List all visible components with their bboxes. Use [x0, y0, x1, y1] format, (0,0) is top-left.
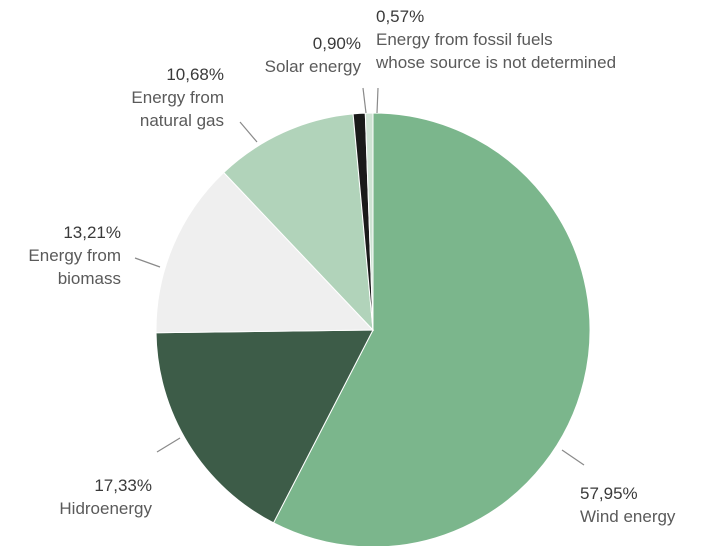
- value-label-energy-from-biomass: 13,21%: [63, 223, 121, 242]
- leader-line-energy-from-fossil-fuels-whose-source-is-not-determined: [376, 87, 379, 114]
- leader-lines: [134, 87, 585, 466]
- category-label-energy-from-natural-gas-line-1: Energy from: [131, 88, 224, 107]
- slice-wind-energy: [272, 112, 591, 546]
- slice-hidroenergy: [155, 329, 374, 524]
- category-label-wind-energy-line-1: Wind energy: [580, 507, 676, 526]
- slice-energy-from-biomass: [155, 171, 375, 334]
- value-label-hidroenergy: 17,33%: [94, 476, 152, 495]
- pie-slices: [155, 112, 591, 546]
- leader-line-energy-from-natural-gas: [239, 121, 258, 143]
- category-label-solar-energy-line-1: Solar energy: [265, 57, 362, 76]
- category-label-energy-from-biomass-line-2: biomass: [58, 269, 121, 288]
- category-label-energy-from-fossil-fuels-whose-source-is-not-determined-line-1: Energy from fossil fuels: [376, 30, 553, 49]
- value-label-energy-from-fossil-fuels-whose-source-is-not-determined: 0,57%: [376, 7, 424, 26]
- value-label-solar-energy: 0,90%: [313, 34, 361, 53]
- leader-line-energy-from-biomass: [134, 257, 161, 268]
- slice-energy-from-natural-gas: [223, 113, 374, 332]
- leader-line-hidroenergy: [156, 437, 181, 453]
- leader-line-solar-energy: [362, 87, 367, 114]
- category-label-energy-from-natural-gas-line-2: natural gas: [140, 111, 224, 130]
- slice-labels: 57,95% Wind energy 17,33% Hidroenergy 13,21%…: [28, 7, 676, 526]
- slice-energy-from-fossil-fuels-whose-source-is-not-determined: [364, 112, 374, 331]
- category-label-hidroenergy-line-1: Hidroenergy: [59, 499, 152, 518]
- leader-line-wind-energy: [561, 449, 585, 466]
- category-label-energy-from-fossil-fuels-whose-source-is-not-determined-line-2: whose source is not determined: [375, 53, 616, 72]
- category-label-energy-from-biomass-line-1: Energy from: [28, 246, 121, 265]
- value-label-wind-energy: 57,95%: [580, 484, 638, 503]
- value-label-energy-from-natural-gas: 10,68%: [166, 65, 224, 84]
